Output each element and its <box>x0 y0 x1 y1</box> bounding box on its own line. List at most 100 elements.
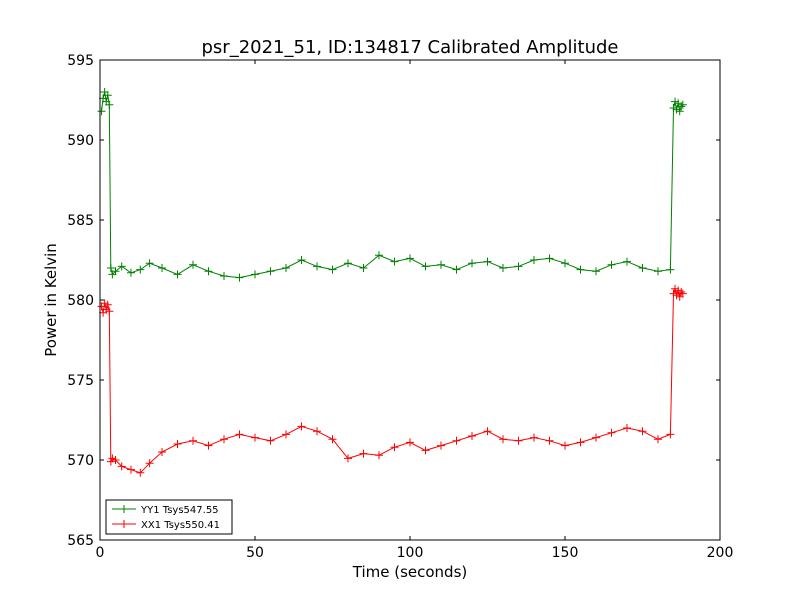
data-point <box>158 448 166 456</box>
y-tick-label: 580 <box>67 293 94 309</box>
data-point <box>514 262 523 271</box>
data-point <box>499 435 507 444</box>
y-tick-label: 590 <box>67 133 94 149</box>
data-point <box>106 457 115 466</box>
data-point <box>111 267 120 276</box>
data-point <box>313 262 321 271</box>
data-point <box>406 438 414 447</box>
data-point <box>251 433 259 442</box>
data-point <box>421 446 430 455</box>
series-line <box>101 91 684 279</box>
data-point <box>678 100 687 109</box>
data-point <box>592 433 600 442</box>
legend: YY1 Tsys547.55 XX1 Tsys550.41 <box>105 499 233 535</box>
y-tick-label: 565 <box>67 533 94 549</box>
data-point <box>344 454 352 463</box>
data-point <box>638 427 647 436</box>
data-point <box>499 264 507 272</box>
x-axis-label: Time (seconds) <box>352 563 468 581</box>
data-point <box>421 262 430 271</box>
x-tick-label: 0 <box>96 545 105 561</box>
data-point <box>592 267 600 276</box>
data-point <box>204 267 213 276</box>
series-yy1 <box>97 88 687 282</box>
x-tick-label: 150 <box>552 545 579 561</box>
data-point <box>359 264 368 272</box>
data-point <box>328 265 337 274</box>
data-point <box>638 264 647 272</box>
y-tick-label: 575 <box>67 373 94 389</box>
data-point <box>105 307 114 316</box>
data-point <box>576 265 585 274</box>
series-xx1 <box>97 284 687 477</box>
data-point <box>390 257 399 266</box>
legend-label: XX1 Tsys550.41 <box>141 520 220 531</box>
data-point <box>375 451 383 460</box>
data-point <box>189 260 197 269</box>
data-point <box>654 267 662 276</box>
legend-marker <box>120 505 128 513</box>
data-point <box>545 436 554 445</box>
data-point <box>251 270 259 279</box>
data-point <box>173 440 182 448</box>
data-point <box>173 270 182 279</box>
data-point <box>452 265 461 274</box>
chart-title: psr_2021_51, ID:134817 Calibrated Amplit… <box>201 37 618 58</box>
data-point <box>235 273 244 282</box>
legend-marker <box>120 520 128 528</box>
y-tick-label: 595 <box>67 53 94 69</box>
data-point <box>607 260 616 269</box>
y-axis: 565 570 575 580 585 590 595 <box>67 53 720 549</box>
data-point <box>106 264 115 272</box>
data-point <box>607 428 616 437</box>
data-point <box>145 259 154 268</box>
data-point <box>344 259 352 268</box>
data-point <box>359 449 368 458</box>
data-point <box>437 260 445 269</box>
data-point <box>189 436 197 445</box>
data-point <box>103 91 112 100</box>
legend-box <box>105 499 233 535</box>
data-point <box>530 433 538 442</box>
data-point <box>375 251 383 260</box>
data-point <box>623 257 631 266</box>
data-point <box>406 254 414 263</box>
data-point <box>675 107 684 116</box>
series-line <box>101 286 684 474</box>
plot-series <box>97 88 687 477</box>
data-point <box>127 465 135 474</box>
data-point <box>328 435 337 444</box>
data-point <box>117 262 126 271</box>
data-point <box>483 257 492 266</box>
data-point <box>204 441 213 450</box>
data-point <box>468 259 476 268</box>
data-point <box>117 462 126 471</box>
data-point <box>654 435 662 444</box>
data-point <box>514 436 523 445</box>
y-tick-label: 570 <box>67 453 94 469</box>
data-point <box>313 427 321 436</box>
data-point <box>235 430 244 439</box>
data-point <box>282 430 290 439</box>
legend-label: YY1 Tsys547.55 <box>140 505 219 516</box>
data-point <box>437 441 445 450</box>
data-point <box>266 436 275 445</box>
data-point <box>483 427 492 436</box>
data-point <box>105 100 114 109</box>
data-point <box>468 432 476 440</box>
data-point <box>111 456 120 464</box>
data-point <box>103 300 112 309</box>
data-point <box>677 288 686 296</box>
data-point <box>127 268 135 277</box>
data-point <box>158 264 166 272</box>
data-point <box>666 430 675 439</box>
data-point <box>145 459 154 468</box>
y-tick-label: 585 <box>67 213 94 229</box>
data-point <box>545 254 554 263</box>
x-tick-label: 50 <box>246 545 264 561</box>
data-point <box>666 265 675 274</box>
data-point <box>452 436 461 445</box>
data-point <box>282 264 290 272</box>
x-tick-label: 100 <box>397 545 424 561</box>
data-point <box>677 102 686 111</box>
